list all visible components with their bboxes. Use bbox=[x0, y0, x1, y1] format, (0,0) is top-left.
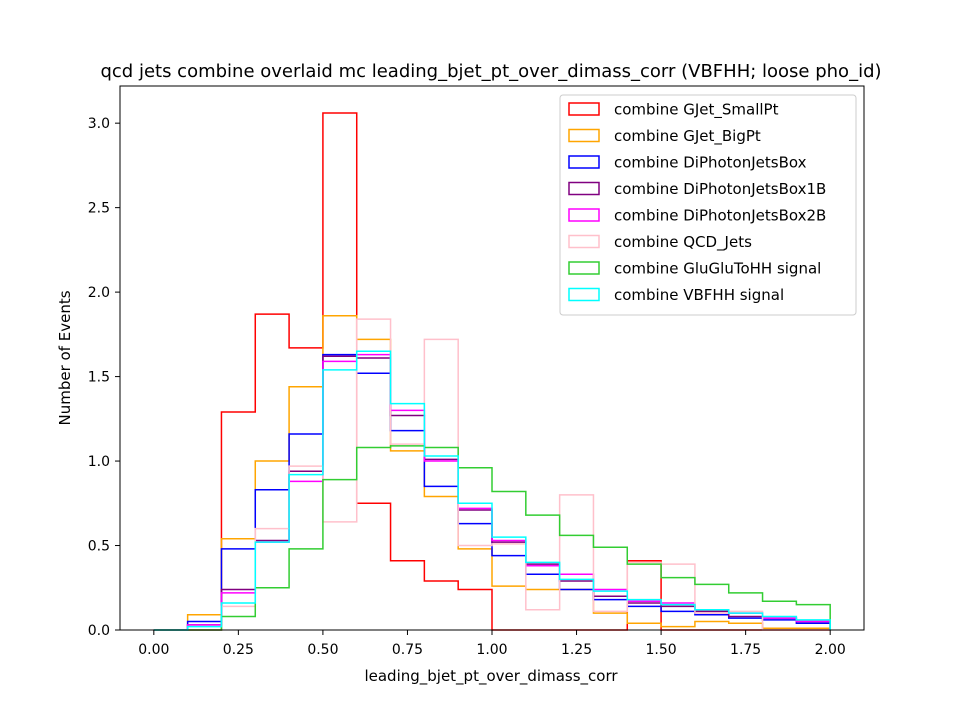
y-tick-label: 1.0 bbox=[88, 454, 110, 470]
chart-title: qcd jets combine overlaid mc leading_bje… bbox=[100, 61, 881, 82]
y-axis-label: Number of Events bbox=[56, 290, 74, 425]
x-tick-label: 0.75 bbox=[392, 642, 423, 658]
legend-entry-label: combine GJet_BigPt bbox=[614, 127, 761, 146]
series-6-step-line bbox=[153, 445, 831, 631]
legend-swatch bbox=[568, 287, 600, 302]
legend-swatch bbox=[568, 128, 600, 143]
legend-entry-label: combine GluGluToHH signal bbox=[614, 260, 821, 278]
legend-entry-label: combine QCD_Jets bbox=[614, 233, 752, 252]
series-7-step-line bbox=[153, 350, 831, 631]
legend-entry-label: combine DiPhotonJetsBox1B bbox=[614, 180, 826, 198]
legend-swatch bbox=[568, 181, 600, 196]
x-tick-label: 0.50 bbox=[307, 642, 338, 658]
series-0-step-line bbox=[153, 112, 831, 631]
x-tick-label: 1.50 bbox=[646, 642, 677, 658]
y-tick-label: 2.0 bbox=[88, 285, 110, 301]
legend-swatch bbox=[568, 208, 600, 222]
legend-entry-label: combine VBFHH signal bbox=[614, 286, 784, 304]
legend-entry-label: combine GJet_SmallPt bbox=[614, 101, 779, 120]
legend-box bbox=[559, 94, 857, 316]
legend-entry-label: combine DiPhotonJetsBox bbox=[614, 154, 807, 172]
x-tick-label: 0.25 bbox=[223, 642, 254, 658]
series-layer bbox=[153, 112, 831, 631]
legend-swatch bbox=[568, 234, 600, 249]
x-tick-label: 1.75 bbox=[730, 642, 761, 658]
legend-swatch bbox=[568, 102, 600, 116]
y-tick-label: 0.0 bbox=[88, 623, 110, 639]
x-axis-label: leading_bjet_pt_over_dimass_corr bbox=[364, 667, 618, 686]
legend-swatch bbox=[568, 155, 600, 169]
x-tick-label: 2.00 bbox=[815, 642, 846, 658]
legend-swatch bbox=[568, 261, 600, 275]
x-tick-label: 1.25 bbox=[561, 642, 592, 658]
x-tick-label: 0.00 bbox=[138, 642, 169, 658]
axes-layer: 0.00 0.25 0.50 0.75 1.00 1.25 1.50 1.75 2.00 0.0 0… bbox=[88, 85, 865, 658]
y-tick-label: 1.5 bbox=[88, 370, 110, 386]
x-tick-label: 1.00 bbox=[476, 642, 507, 658]
legend-entry-label: combine DiPhotonJetsBox2B bbox=[614, 207, 826, 225]
y-tick-label: 0.5 bbox=[88, 539, 110, 555]
y-tick-label: 2.5 bbox=[88, 201, 110, 217]
y-tick-label: 3.0 bbox=[88, 116, 110, 132]
